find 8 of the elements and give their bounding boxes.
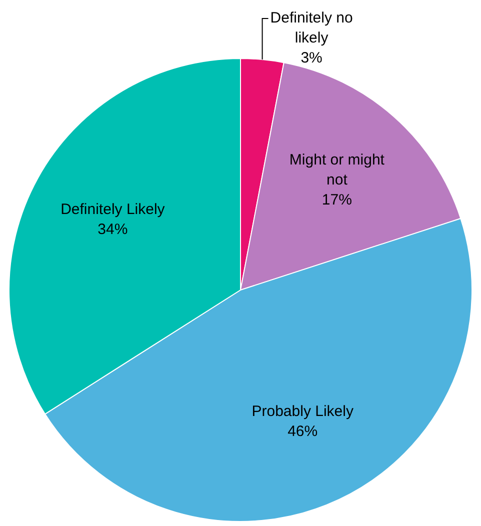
slice-label: Might or might not: [289, 152, 386, 189]
data-label: 34%: [98, 220, 128, 238]
data-label: 17%: [322, 192, 352, 209]
data-label: 3%: [300, 50, 322, 67]
slice-label: Probably Likely: [252, 403, 354, 420]
slice-label: Definitely no likely: [270, 10, 353, 47]
data-label: 46%: [288, 423, 318, 440]
slice-label: Definitely Likely: [60, 200, 166, 218]
